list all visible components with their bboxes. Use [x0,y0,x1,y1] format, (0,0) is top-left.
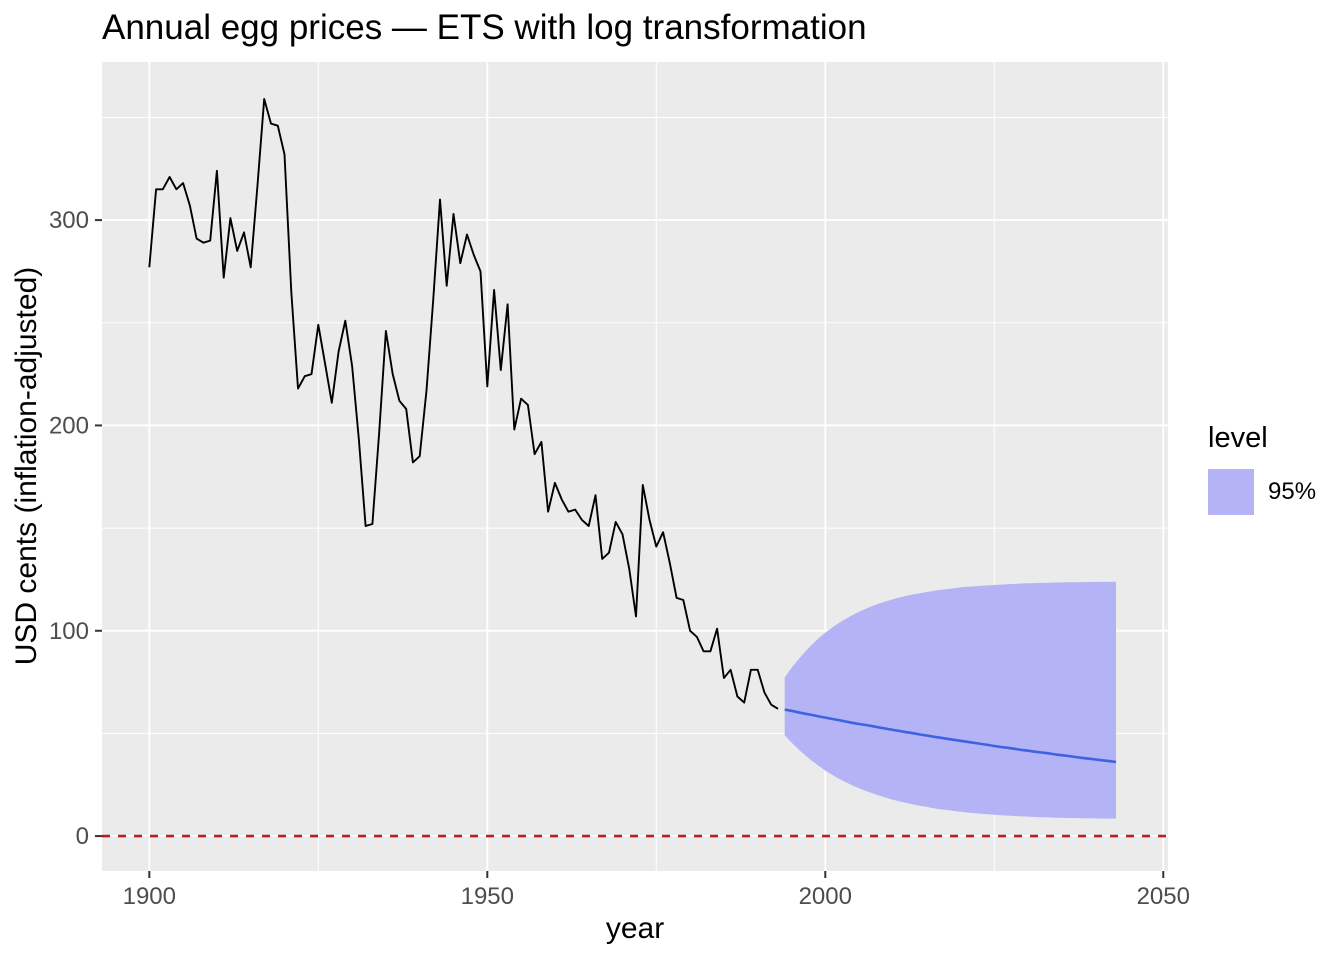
legend-swatch-95-icon [1208,469,1254,515]
x-tick-label: 2050 [1137,883,1190,910]
legend-entry-95: 95% [1208,469,1316,515]
x-tick-label: 1900 [123,883,176,910]
y-tick-label: 0 [76,823,89,850]
y-tick-label: 300 [49,207,89,234]
historical-line [148,98,779,710]
x-axis-title: year [605,912,665,945]
y-axis-title: USD cents (inflation-adjusted) [10,266,43,666]
forecast-interval-ribbon [784,581,1116,819]
x-tick-label: 2000 [799,883,852,910]
legend-label-95: 95% [1268,478,1317,505]
x-tick-label: 1950 [461,883,514,910]
forecast-mean-line [784,708,1117,764]
legend: level 95% [1208,422,1316,515]
plot-title: Annual egg prices — ETS with log transfo… [102,8,867,47]
y-tick-label: 200 [49,412,89,439]
legend-title: level [1208,422,1268,454]
y-tick-label: 100 [49,618,89,645]
